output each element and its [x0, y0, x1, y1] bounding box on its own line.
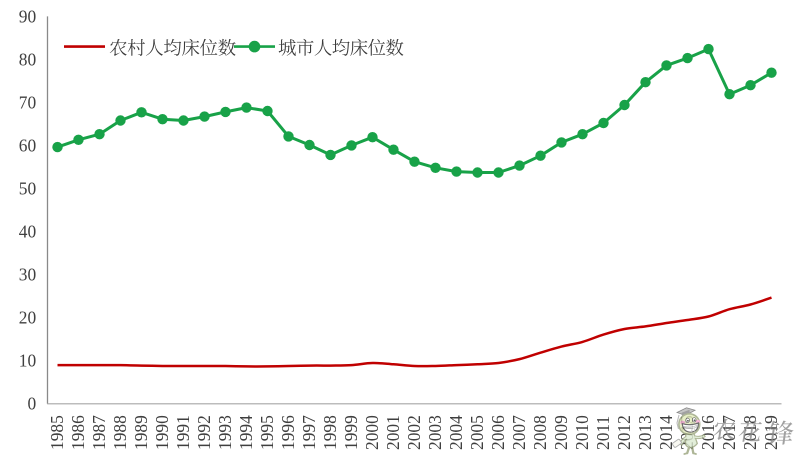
- svg-text:70: 70: [19, 93, 37, 113]
- svg-text:1988: 1988: [110, 415, 130, 450]
- svg-text:1999: 1999: [341, 415, 361, 450]
- svg-text:2002: 2002: [404, 415, 424, 450]
- svg-text:2006: 2006: [488, 415, 508, 450]
- svg-text:0: 0: [27, 394, 36, 414]
- svg-text:2008: 2008: [530, 415, 550, 450]
- svg-text:1997: 1997: [299, 415, 319, 450]
- svg-text:1996: 1996: [278, 415, 298, 450]
- svg-text:1992: 1992: [194, 415, 214, 450]
- svg-text:2005: 2005: [467, 415, 487, 450]
- svg-text:2004: 2004: [446, 415, 466, 450]
- svg-text:2014: 2014: [656, 415, 676, 450]
- svg-text:2007: 2007: [509, 415, 529, 450]
- svg-text:90: 90: [19, 7, 37, 27]
- svg-text:1989: 1989: [131, 415, 151, 450]
- svg-text:10: 10: [19, 351, 37, 371]
- svg-text:2016: 2016: [698, 415, 718, 450]
- svg-text:80: 80: [19, 50, 37, 70]
- svg-text:2001: 2001: [383, 415, 403, 450]
- svg-text:1985: 1985: [47, 415, 67, 450]
- svg-text:1991: 1991: [173, 415, 193, 450]
- svg-text:40: 40: [19, 222, 37, 242]
- svg-text:2012: 2012: [614, 415, 634, 450]
- svg-text:2000: 2000: [362, 415, 382, 450]
- svg-text:1994: 1994: [236, 415, 256, 450]
- svg-text:1990: 1990: [152, 415, 172, 450]
- svg-text:2003: 2003: [425, 415, 445, 450]
- svg-text:50: 50: [19, 179, 37, 199]
- svg-text:2011: 2011: [593, 416, 613, 450]
- svg-text:30: 30: [19, 265, 37, 285]
- svg-text:1986: 1986: [68, 415, 88, 450]
- svg-text:2010: 2010: [572, 415, 592, 450]
- svg-text:60: 60: [19, 136, 37, 156]
- svg-text:20: 20: [19, 308, 37, 328]
- svg-text:2013: 2013: [635, 415, 655, 450]
- svg-text:2017: 2017: [719, 415, 739, 450]
- svg-text:1993: 1993: [215, 415, 235, 450]
- svg-text:2019: 2019: [761, 415, 781, 450]
- svg-text:1998: 1998: [320, 415, 340, 450]
- svg-text:2009: 2009: [551, 415, 571, 450]
- svg-text:1987: 1987: [89, 415, 109, 450]
- svg-text:1995: 1995: [257, 415, 277, 450]
